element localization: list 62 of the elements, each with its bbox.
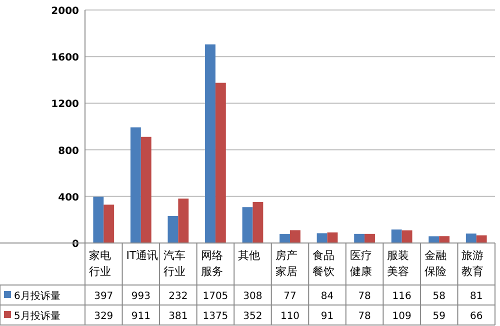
data-label: 77: [284, 291, 296, 302]
legend-label: 6月投诉量: [14, 290, 60, 302]
x-tick-label: 服装美容: [387, 249, 410, 278]
data-label: 329: [94, 311, 114, 322]
data-label: 78: [358, 291, 371, 302]
bar: [93, 196, 104, 243]
data-label: 81: [470, 291, 483, 302]
bar: [178, 198, 189, 243]
bar: [290, 230, 300, 243]
bar: [252, 202, 264, 243]
bar: [130, 127, 141, 243]
data-label: 109: [392, 311, 412, 322]
data-label: 397: [94, 291, 114, 302]
bar: [215, 82, 226, 243]
y-tick-label: 2000: [51, 6, 80, 17]
x-tick-label: 食品餐饮: [312, 249, 335, 278]
data-label: 110: [280, 311, 300, 322]
data-label: 116: [392, 291, 412, 302]
y-tick-label: 800: [58, 146, 80, 157]
bar: [364, 234, 375, 243]
data-label: 1705: [202, 291, 228, 302]
legend-label: 5月投诉量: [14, 310, 60, 322]
x-tick-label: 家电行业: [89, 249, 111, 278]
data-label: 78: [358, 311, 371, 322]
data-label: 911: [131, 311, 150, 322]
y-tick-label: 400: [58, 192, 80, 204]
bar: [391, 229, 402, 243]
data-label: 66: [470, 311, 483, 322]
bar: [354, 234, 365, 243]
data-label: 59: [432, 311, 446, 322]
x-tick-label: 旅游教育: [462, 249, 484, 278]
y-tick-label: 1600: [51, 52, 80, 64]
bar: [402, 230, 412, 243]
x-tick-label: 金融保险: [424, 249, 446, 278]
data-label: 58: [432, 291, 446, 302]
x-tick-label: 网络服务: [200, 249, 223, 278]
bar: [327, 232, 338, 243]
bar: [242, 207, 253, 243]
data-label: 1375: [202, 311, 228, 322]
bar: [476, 235, 487, 243]
data-label: 993: [131, 291, 150, 302]
bar: [205, 44, 216, 243]
data-label: 381: [168, 311, 188, 322]
bar: [316, 233, 328, 243]
data-label: 91: [320, 311, 334, 322]
data-label: 84: [320, 291, 334, 302]
bar: [280, 234, 290, 243]
y-tick-label: 1200: [51, 99, 80, 110]
data-label: 352: [243, 311, 262, 322]
bar: [140, 136, 152, 243]
x-tick-label: IT通讯: [126, 249, 158, 262]
x-tick-label: 其他: [238, 249, 260, 262]
data-label: 232: [168, 291, 188, 302]
bar: [168, 216, 178, 243]
bar: [439, 236, 450, 243]
data-label: 308: [243, 291, 262, 302]
x-tick-label: 房产家居: [275, 249, 298, 278]
bar: [104, 204, 114, 243]
x-tick-label: 汽车行业: [164, 249, 186, 278]
bar: [466, 234, 476, 243]
bar: [428, 236, 440, 243]
x-tick-label: 医疗健康: [350, 249, 372, 278]
